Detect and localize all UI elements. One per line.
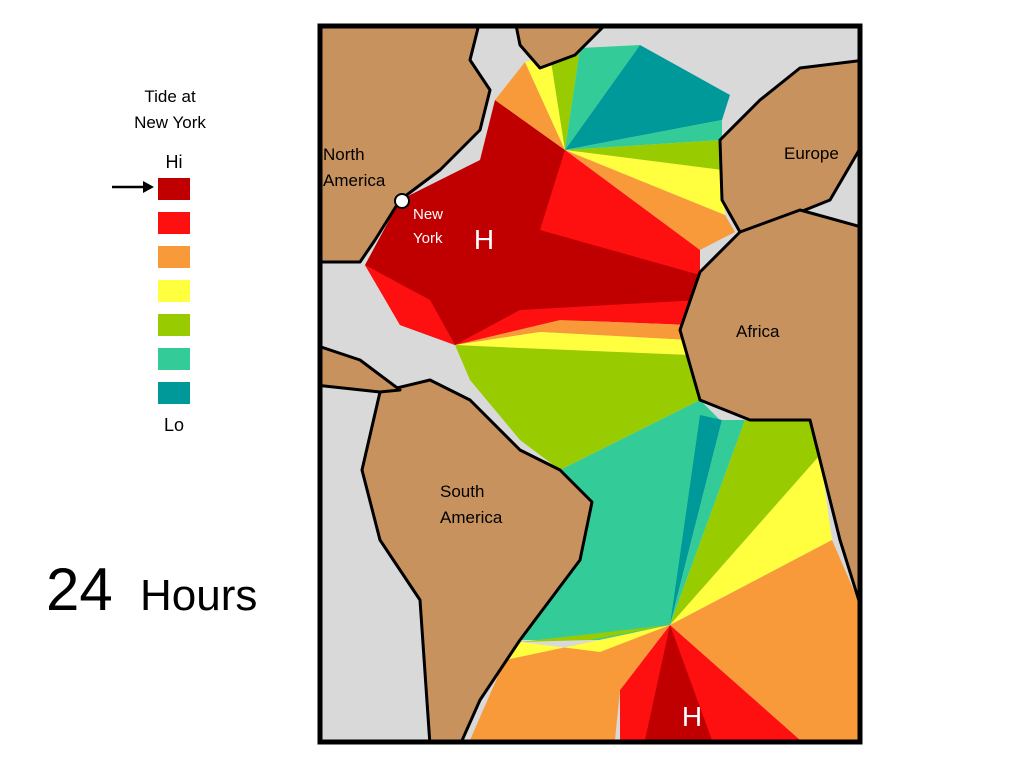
land	[322, 28, 858, 740]
high-marker: H	[682, 701, 702, 732]
map-label: New	[413, 206, 443, 223]
map-label: North	[323, 145, 365, 164]
swatch	[158, 382, 190, 404]
legend-arrow	[112, 181, 154, 193]
north-atlantic-tide	[365, 45, 735, 470]
legend-low: Lo	[164, 415, 184, 435]
map-label: Africa	[736, 322, 780, 341]
map-frame	[317, 23, 863, 745]
south-atlantic-tide	[470, 400, 858, 740]
map-label: America	[440, 508, 503, 527]
legend-title: New York	[134, 113, 206, 132]
time-number: 24	[46, 556, 113, 623]
map-label: America	[323, 171, 386, 190]
legend-high: Hi	[166, 152, 183, 172]
swatch	[158, 280, 190, 302]
legend-title: Tide at	[144, 87, 196, 106]
map-label: South	[440, 482, 484, 501]
high-marker: H	[474, 224, 494, 255]
time-unit: Hours	[140, 571, 257, 620]
map-label: York	[413, 230, 443, 247]
swatch	[158, 178, 190, 200]
map: North America New York H Europe Africa S…	[322, 28, 858, 740]
new-york-marker	[394, 193, 410, 209]
swatch	[158, 212, 190, 234]
swatch	[158, 246, 190, 268]
swatch	[158, 348, 190, 370]
legend: Tide at New York Hi Lo	[112, 87, 206, 435]
swatch	[158, 314, 190, 336]
map-label: Europe	[784, 144, 839, 163]
